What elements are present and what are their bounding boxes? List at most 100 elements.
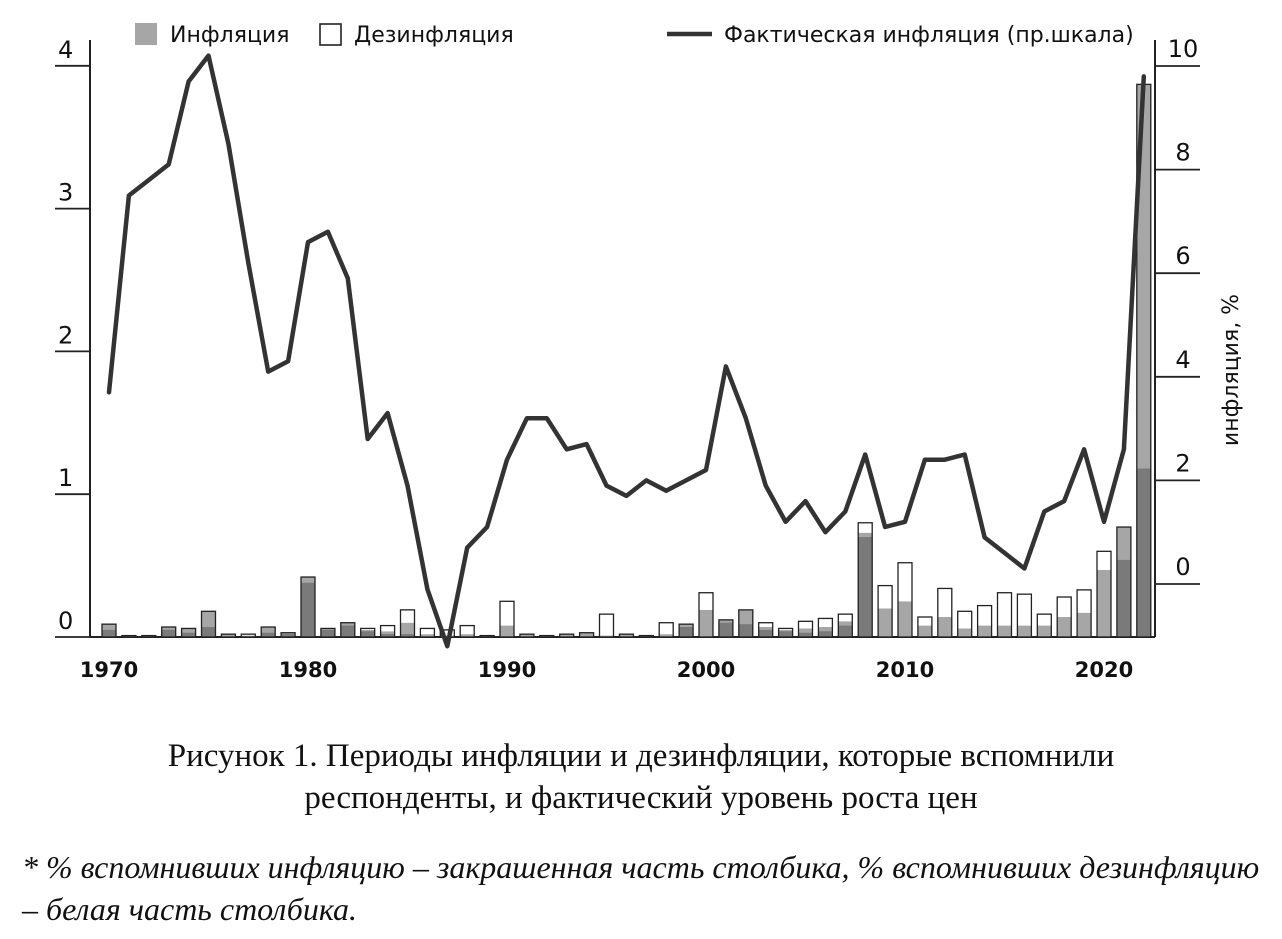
- footnote: * % вспомнивших инфляцию – закрашенная ч…: [22, 849, 1260, 927]
- bar-inflation-dark: [758, 629, 773, 637]
- bar-outline: [1036, 613, 1052, 638]
- bar-outline: [738, 609, 754, 638]
- bar-outline: [917, 616, 933, 638]
- right-tick-label: 4: [1175, 346, 1190, 374]
- left-tick-label: 4: [58, 36, 73, 64]
- caption-line-2: респонденты, и фактический уровень роста…: [304, 780, 978, 816]
- bar-inflation: [977, 625, 992, 637]
- right-axis-label: инфляция, %: [1219, 294, 1244, 446]
- bar-inflation: [659, 634, 674, 637]
- legend-label-disinflation: Дезинфляция: [354, 23, 514, 48]
- bar-inflation-dark: [261, 632, 276, 637]
- left-tick-label: 0: [58, 607, 73, 635]
- bar-inflation-dark: [738, 624, 753, 637]
- bar-outline: [399, 609, 416, 638]
- bar-outline: [121, 634, 137, 638]
- bar-inflation-dark: [161, 629, 176, 637]
- bar-disinflation: [798, 621, 813, 629]
- bar-outline: [300, 576, 316, 638]
- bar-disinflation: [977, 605, 992, 626]
- bar-inflation-dark: [201, 627, 216, 637]
- bar-inflation: [1017, 625, 1032, 637]
- line-group: [106, 53, 1147, 649]
- bar-outline: [1076, 589, 1092, 638]
- bar-disinflation: [1077, 589, 1092, 613]
- bar-inflation-dark: [679, 627, 694, 637]
- bar-inflation-dark: [102, 629, 116, 637]
- bar-disinflation: [1017, 594, 1032, 626]
- bar-inflation-dark: [340, 625, 355, 637]
- x-tick-label: 1970: [80, 658, 138, 682]
- bar-inflation: [957, 628, 972, 637]
- bar-outline: [141, 634, 157, 638]
- bar-outline: [379, 624, 396, 638]
- right-tick-label: 10: [1168, 35, 1199, 63]
- bar-inflation-dark: [281, 634, 296, 637]
- bar-disinflation: [878, 585, 893, 609]
- bar-disinflation: [460, 625, 475, 635]
- bar-inflation-dark: [818, 631, 833, 637]
- bar-disinflation: [360, 628, 375, 630]
- x-tick-label: 1980: [279, 658, 337, 682]
- bar-inflation: [420, 634, 435, 637]
- bar-outline: [360, 627, 376, 638]
- bar-disinflation: [380, 625, 395, 632]
- bar-outline: [718, 619, 734, 638]
- bar-inflation-dark: [181, 632, 196, 637]
- bar-outline: [161, 626, 177, 638]
- legend-swatch-inflation: [135, 23, 157, 45]
- bar-inflation: [400, 622, 415, 637]
- bar-disinflation: [1097, 551, 1111, 570]
- bar-outline: [658, 622, 674, 638]
- bar-disinflation: [659, 622, 674, 635]
- inflation-chart: 0 1 2 3 4 0 2 4 6 8 10 1970 1980 1990 2000 2010 2020 и…: [55, 23, 1244, 682]
- bar-outline: [937, 587, 953, 638]
- bar-inflation: [917, 625, 932, 637]
- bar-outline: [459, 624, 475, 638]
- bar-disinflation: [241, 634, 256, 636]
- bar-outline: [260, 626, 276, 638]
- bar-inflation-dark: [1136, 468, 1151, 637]
- bar-disinflation: [937, 588, 952, 618]
- bar-inflation-dark: [838, 625, 853, 637]
- bar-disinflation: [997, 592, 1012, 626]
- bar-outline: [777, 627, 794, 638]
- x-ticks: 1970 1980 1990 2000 2010 2020: [80, 658, 1133, 682]
- bar-disinflation: [957, 611, 972, 629]
- bar-disinflation: [818, 618, 833, 628]
- x-tick-label: 2010: [876, 658, 934, 682]
- bar-disinflation: [1037, 614, 1052, 626]
- bar-inflation: [519, 634, 534, 637]
- legend-label-inflation: Инфляция: [170, 23, 289, 48]
- bar-outline: [758, 622, 774, 638]
- bar-inflation: [878, 608, 893, 637]
- bar-outline: [479, 634, 495, 638]
- bar-inflation: [1077, 612, 1092, 637]
- bar-outline: [638, 634, 654, 638]
- left-tick-label: 2: [58, 321, 73, 349]
- x-tick-label: 2000: [677, 658, 735, 682]
- bar-inflation-dark: [798, 632, 813, 637]
- right-y-ticks: 0 2 4 6 8 10: [1155, 35, 1200, 585]
- bar-outline: [200, 610, 217, 638]
- bar-outline: [1056, 596, 1072, 638]
- bars-group: [101, 83, 1152, 638]
- bar-outline: [996, 592, 1013, 638]
- bar-inflation: [500, 625, 514, 637]
- bar-inflation: [997, 625, 1012, 637]
- bar-inflation-dark: [360, 631, 375, 637]
- bar-outline: [519, 633, 535, 638]
- bar-outline: [817, 617, 834, 638]
- bar-outline: [419, 627, 436, 638]
- right-tick-label: 2: [1175, 449, 1190, 477]
- actual-inflation-line: [106, 53, 1147, 649]
- bar-inflation: [599, 635, 614, 637]
- bar-inflation: [261, 627, 276, 637]
- bar-inflation: [1097, 569, 1111, 637]
- caption-line-1: Рисунок 1. Периоды инфляции и дезинфляци…: [167, 738, 1115, 774]
- bar-disinflation: [858, 522, 873, 533]
- bar-inflation-dark: [718, 622, 733, 637]
- bar-outline: [976, 604, 993, 638]
- bar-outline: [180, 627, 197, 638]
- bar-inflation: [1057, 617, 1072, 637]
